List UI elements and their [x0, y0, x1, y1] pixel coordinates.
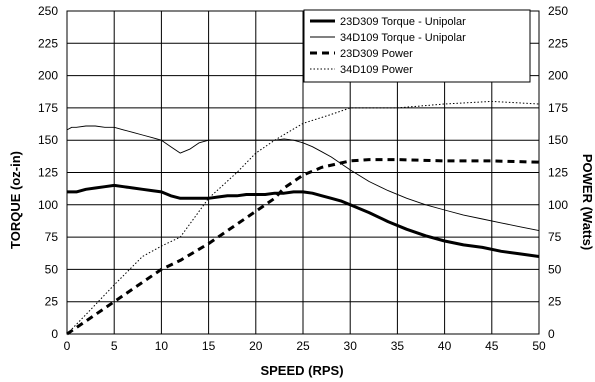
y-tick-label-3: 75 — [45, 230, 59, 244]
y2-tick-label-0: 0 — [548, 327, 555, 341]
legend: 23D309 Torque - Unipolar 34D109 Torque - … — [303, 9, 531, 83]
series-layer — [66, 100, 540, 336]
series-line-4 — [66, 100, 540, 335]
y-tick-label-6: 150 — [38, 133, 58, 147]
y-tick-label-10: 250 — [38, 4, 58, 18]
x-tick-label-5: 25 — [296, 339, 310, 353]
x-tick-label-1: 5 — [111, 339, 118, 353]
y-tick-label-5: 125 — [38, 166, 58, 180]
y2-tick-label-5: 125 — [548, 166, 568, 180]
x-tick-label-2: 10 — [155, 339, 169, 353]
legend-label-2: 34D109 Torque - Unipolar — [340, 32, 466, 44]
y2-tick-label-9: 225 — [548, 36, 568, 50]
y-tick-label-7: 175 — [38, 101, 58, 115]
y2-tick-label-10: 250 — [548, 4, 568, 18]
y-tick-label-9: 225 — [38, 36, 58, 50]
legend-label-1: 23D309 Torque - Unipolar — [340, 16, 466, 28]
y2-tick-label-8: 200 — [548, 69, 568, 83]
x-tick-label-10: 50 — [532, 339, 546, 353]
y2-tick-label-6: 150 — [548, 133, 568, 147]
x-axis-title: SPEED (RPS) — [260, 363, 343, 378]
y2-tick-label-3: 75 — [548, 230, 562, 244]
x-tick-label-3: 15 — [202, 339, 216, 353]
series-line-2 — [66, 125, 540, 232]
y-tick-label-8: 200 — [38, 69, 58, 83]
series-line-1 — [67, 183, 540, 258]
series-line-3 — [66, 158, 540, 336]
legend-label-3: 23D309 Power — [340, 48, 413, 60]
x-tick-label-9: 45 — [485, 339, 499, 353]
x-tick-label-4: 20 — [249, 339, 263, 353]
y2-tick-label-2: 50 — [548, 262, 562, 276]
y-tick-label-4: 100 — [38, 198, 58, 212]
x-tick-label-6: 30 — [344, 339, 358, 353]
y-axis-title: TORQUE (oz-in) — [8, 151, 23, 249]
y-tick-label-2: 50 — [45, 262, 59, 276]
legend-box — [303, 9, 531, 83]
x-tick-label-7: 35 — [391, 339, 405, 353]
y2-tick-label-7: 175 — [548, 101, 568, 115]
plot-area — [66, 10, 540, 335]
y2-tick-label-4: 100 — [548, 198, 568, 212]
tick-labels: 0 5 10 15 20 25 30 35 40 45 5002550751001251501752… — [38, 4, 568, 353]
x-tick-label-8: 40 — [438, 339, 452, 353]
x-tick-label-0: 0 — [64, 339, 71, 353]
y-tick-label-0: 0 — [51, 327, 58, 341]
legend-label-4: 34D109 Power — [340, 64, 413, 76]
y2-tick-label-1: 25 — [548, 295, 562, 309]
y2-axis-title: POWER (Watts) — [580, 154, 595, 250]
y-tick-label-1: 25 — [45, 295, 59, 309]
